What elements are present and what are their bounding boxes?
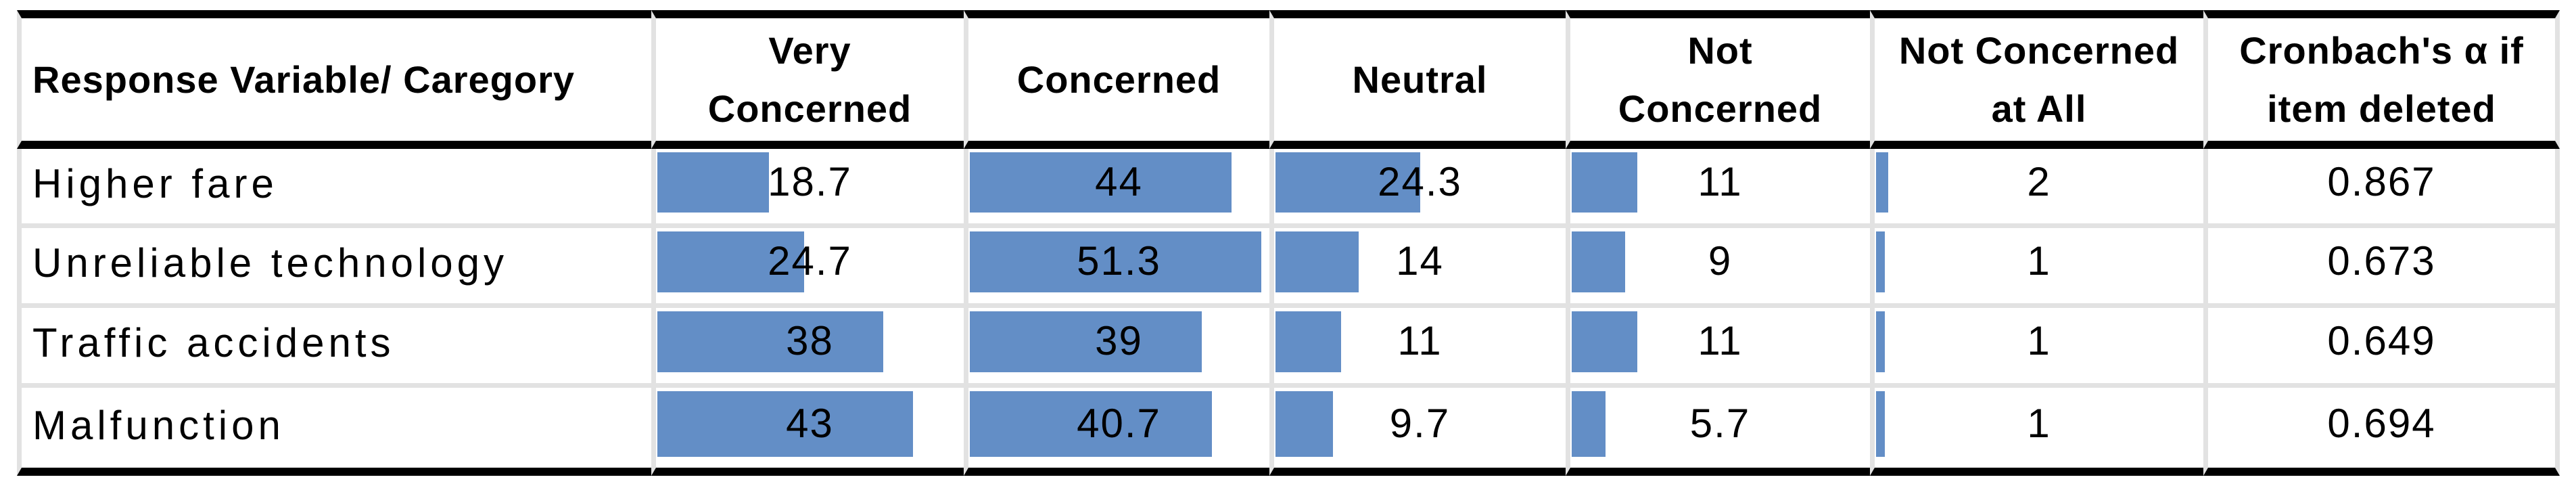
table-row: Unreliable technology 24.7 51.3 14 9 1 0… [17, 228, 2560, 308]
cell-number: 51.3 [1077, 238, 1161, 284]
data-bar [1876, 391, 1885, 457]
header-not-concerned: Not Concerned [1566, 10, 1870, 149]
data-bar [657, 152, 769, 213]
cell-number: 40.7 [1077, 400, 1161, 446]
header-label: Not Concerned [1618, 28, 1823, 130]
cell-value: 5.7 [1566, 388, 1870, 476]
cell-value: 9 [1566, 228, 1870, 308]
cell-value: 1 [1870, 388, 2203, 476]
cell-value: 14 [1269, 228, 1566, 308]
cell-number: 11 [1397, 318, 1443, 363]
row-label: Malfunction [17, 388, 651, 476]
data-bar [1572, 152, 1637, 213]
cell-number: 2 [2027, 158, 2051, 204]
cell-value: 44 [964, 149, 1269, 228]
data-bar [1275, 391, 1333, 457]
cell-number: 9 [1708, 238, 1733, 284]
cell-cronbach: 0.673 [2203, 228, 2560, 308]
data-bar [1876, 311, 1885, 372]
cell-number: 38 [786, 318, 834, 363]
cell-number: 0.867 [2327, 158, 2436, 204]
header-label: Concerned [1016, 58, 1221, 101]
header-not-concerned-at-all: Not Concerned at All [1870, 10, 2203, 149]
cell-number: 24.7 [768, 238, 852, 284]
table-row: Higher fare 18.7 44 24.3 11 2 0.867 [17, 149, 2560, 228]
header-row: Response Variable/ Caregory Very Concern… [17, 10, 2560, 149]
cell-value: 9.7 [1269, 388, 1566, 476]
data-bar [1876, 231, 1885, 292]
row-label: Higher fare [17, 149, 651, 228]
cell-value: 18.7 [651, 149, 964, 228]
data-bar [1275, 231, 1359, 292]
cell-cronbach: 0.649 [2203, 308, 2560, 388]
data-bar [1275, 152, 1420, 213]
cell-value: 39 [964, 308, 1269, 388]
cell-number: 1 [2027, 318, 2051, 363]
cell-number: 9.7 [1389, 400, 1451, 446]
cell-number: 5.7 [1689, 400, 1751, 446]
cell-number: 43 [786, 400, 834, 446]
cell-number: 0.649 [2327, 318, 2436, 363]
data-bar [657, 311, 883, 372]
header-label: Very Concerned [707, 28, 912, 130]
cell-cronbach: 0.867 [2203, 149, 2560, 228]
header-cronbach-alpha: Cronbach's α if item deleted [2203, 10, 2560, 149]
cell-value: 2 [1870, 149, 2203, 228]
data-bar [970, 311, 1202, 372]
cell-number: 44 [1095, 158, 1143, 204]
cell-value: 51.3 [964, 228, 1269, 308]
data-bar [1275, 311, 1341, 372]
table-row: Traffic accidents 38 39 11 11 1 0.649 [17, 308, 2560, 388]
data-bar [970, 152, 1232, 213]
data-bar [1572, 231, 1625, 292]
header-concerned: Concerned [964, 10, 1269, 149]
header-response-variable: Response Variable/ Caregory [17, 10, 651, 149]
header-label: Neutral [1352, 58, 1488, 101]
cell-number: 24.3 [1378, 158, 1462, 204]
cell-value: 11 [1566, 308, 1870, 388]
cell-number: 1 [2027, 400, 2051, 446]
data-bar [1572, 311, 1637, 372]
concern-table: Response Variable/ Caregory Very Concern… [17, 10, 2560, 476]
data-bar [970, 231, 1261, 292]
cell-number: 1 [2027, 238, 2051, 284]
cell-number: 18.7 [768, 158, 852, 204]
cell-number: 39 [1095, 318, 1143, 363]
header-neutral: Neutral [1269, 10, 1566, 149]
cell-value: 43 [651, 388, 964, 476]
header-very-concerned: Very Concerned [651, 10, 964, 149]
row-label: Unreliable technology [17, 228, 651, 308]
data-bar [1876, 152, 1888, 213]
cell-value: 1 [1870, 308, 2203, 388]
cell-number: 11 [1697, 158, 1743, 204]
data-bar [1572, 391, 1606, 457]
row-label: Traffic accidents [17, 308, 651, 388]
header-label: Response Variable/ Caregory [32, 58, 576, 101]
cell-value: 24.7 [651, 228, 964, 308]
cell-value: 11 [1269, 308, 1566, 388]
cell-number: 11 [1697, 318, 1743, 363]
data-bar [970, 391, 1212, 457]
cell-value: 1 [1870, 228, 2203, 308]
cell-value: 24.3 [1269, 149, 1566, 228]
cell-number: 0.673 [2327, 238, 2436, 284]
cell-value: 38 [651, 308, 964, 388]
table-row: Malfunction 43 40.7 9.7 5.7 1 0.694 [17, 388, 2560, 476]
cell-number: 0.694 [2327, 400, 2436, 446]
cell-number: 14 [1396, 238, 1444, 284]
cell-value: 11 [1566, 149, 1870, 228]
data-bar [657, 391, 913, 457]
header-label: Not Concerned at All [1898, 28, 2180, 130]
header-label: Cronbach's α if item deleted [2239, 28, 2524, 130]
data-bar [657, 231, 804, 292]
cell-cronbach: 0.694 [2203, 388, 2560, 476]
cell-value: 40.7 [964, 388, 1269, 476]
